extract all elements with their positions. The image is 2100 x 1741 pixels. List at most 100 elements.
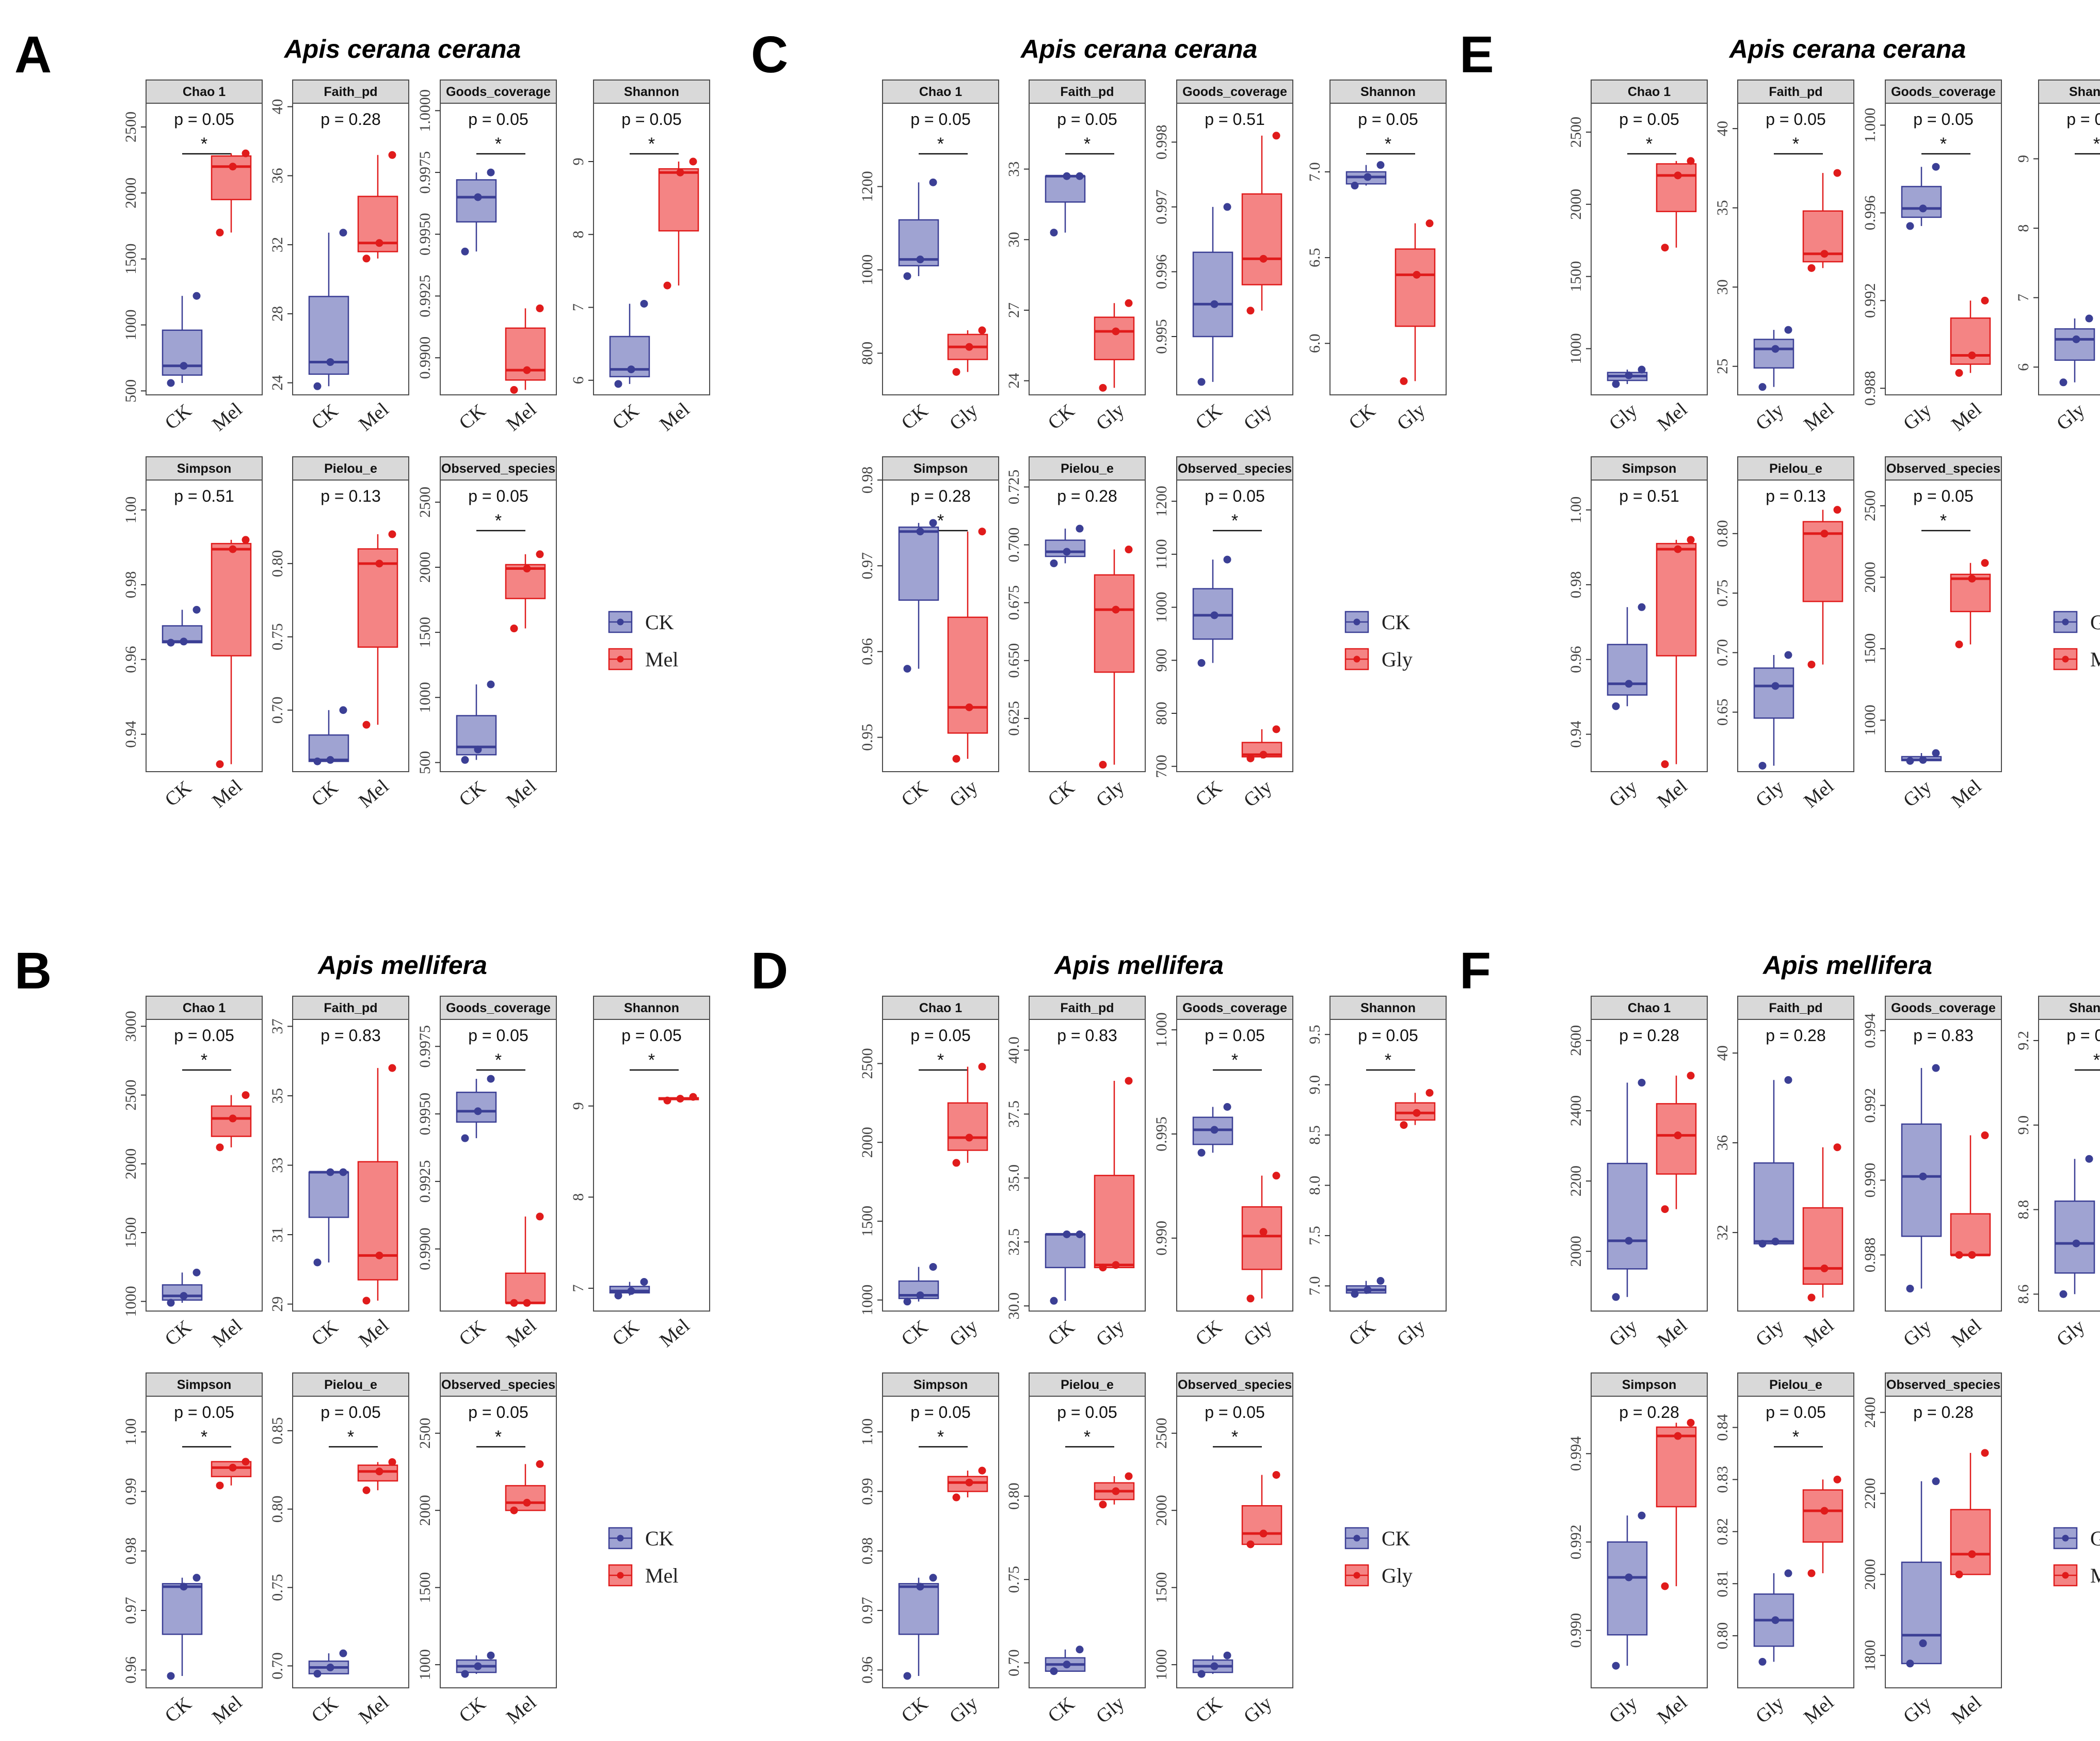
facet-title: Faith_pd [1060, 1001, 1114, 1015]
y-tick-label: 24 [269, 375, 286, 391]
data-point [216, 229, 224, 237]
data-point [1955, 1570, 1963, 1578]
significance-star: * [201, 1427, 207, 1447]
significance-star: * [937, 134, 944, 154]
data-point [1906, 222, 1914, 230]
data-point [1246, 1295, 1255, 1303]
data-point [326, 756, 334, 764]
data-point [510, 625, 518, 633]
significance-star: * [937, 511, 944, 531]
x-category-label: Gly [1240, 399, 1276, 435]
data-point [1968, 352, 1976, 360]
panel-letter: E [1460, 26, 1494, 84]
facet-simpson: Simpson 0.94 0.96 0.98 1.00 p = 0.51 CK Mel [122, 456, 263, 812]
p-value: p = 0.05 [1205, 1403, 1265, 1421]
y-tick-label: 0.98 [859, 1538, 876, 1565]
y-tick-label: 0.99 [122, 1478, 139, 1505]
y-tick-label: 2000 [1862, 562, 1879, 593]
data-point [375, 560, 383, 568]
data-point [242, 1091, 250, 1099]
y-tick-label: 1000 [416, 1649, 434, 1680]
data-point [167, 1299, 175, 1307]
data-point [1612, 380, 1620, 388]
data-point [510, 386, 518, 394]
data-point [242, 1458, 250, 1466]
y-tick-label: 0.97 [859, 552, 876, 580]
data-point [1099, 1500, 1107, 1509]
y-tick-label: 0.75 [269, 1574, 286, 1601]
legend-swatch-point [1353, 1535, 1360, 1542]
data-point [1820, 530, 1829, 538]
p-value: p = 0.83 [320, 1026, 381, 1045]
legend: CK Mel [608, 1527, 678, 1587]
y-tick-label: 0.80 [1714, 520, 1731, 548]
data-point [965, 343, 973, 351]
y-tick-label: 0.65 [1714, 698, 1731, 726]
data-point [1807, 1569, 1816, 1577]
box-mel [357, 1161, 398, 1281]
y-tick-label: 2400 [1567, 1095, 1584, 1126]
significance-star: * [1940, 134, 1947, 154]
data-point [536, 304, 544, 312]
data-point [1807, 264, 1816, 272]
facet-observed-species: Observed_species 1000 1500 2000 2500 p = 0.05… [1153, 1372, 1293, 1728]
box-gly [1094, 574, 1135, 673]
y-tick-label: 35.0 [1005, 1164, 1022, 1192]
facet-goods-coverage: Goods_coverage 0.988 0.992 0.996 1.000 p = 0.… [1862, 79, 2002, 436]
data-point [2085, 1155, 2093, 1163]
y-tick-label: 0.998 [1153, 125, 1170, 160]
facet-title: Shannon [2069, 85, 2100, 99]
data-point [1784, 1569, 1792, 1577]
x-category-label: Gly [1605, 1692, 1642, 1728]
facet-strip [1591, 996, 1708, 1020]
data-point [978, 326, 986, 334]
y-tick-label: 35 [269, 1088, 286, 1104]
y-tick-label: 30 [1005, 232, 1022, 247]
data-point [216, 1143, 224, 1152]
data-point [1968, 1251, 1976, 1259]
y-tick-label: 2000 [122, 178, 139, 209]
data-point [1932, 749, 1940, 757]
data-point [1758, 1240, 1767, 1248]
box-gly [947, 616, 988, 734]
data-point [1771, 682, 1780, 690]
x-category-label: Gly [2053, 399, 2089, 435]
data-point [929, 1574, 937, 1582]
data-point [523, 1498, 531, 1507]
facet-strip [146, 79, 263, 104]
x-category-label: Gly [1752, 1315, 1788, 1351]
significance-star: * [1940, 511, 1947, 531]
data-point [1612, 1293, 1620, 1301]
data-point [375, 1251, 383, 1259]
data-point [903, 272, 911, 280]
x-category-label: CK [1192, 400, 1227, 434]
legend-label: Gly [2090, 1527, 2100, 1550]
panel-letter: C [751, 26, 788, 84]
x-category-label: Mel [1653, 1691, 1691, 1729]
x-category-label: CK [161, 776, 196, 810]
data-point [929, 1263, 937, 1271]
x-category-label: Gly [1092, 776, 1129, 811]
facet-observed-species: Observed_species 500 1000 1500 2000 2500 p = 0… [416, 456, 557, 812]
p-value: p = 0.05 [621, 1026, 682, 1045]
data-point [229, 1114, 237, 1123]
p-value: p = 0.05 [174, 1026, 234, 1045]
p-value: p = 0.05 [174, 110, 234, 129]
facet-shannon: Shannon 7.0 7.5 8.0 8.5 9.0 9.5 p = 0.05 * CK Gly [1306, 996, 1447, 1351]
box-gly [1753, 667, 1794, 719]
facet-strip [1176, 1372, 1293, 1397]
facet-title: Shannon [624, 1001, 679, 1015]
data-point [1807, 660, 1816, 668]
x-category-label: Gly [945, 776, 982, 811]
facet-title: Simpson [913, 461, 968, 476]
y-tick-label: 1000 [416, 682, 434, 713]
x-category-label: Mel [1947, 775, 1985, 812]
y-tick-label: 8 [2015, 225, 2032, 232]
data-point [180, 637, 188, 646]
data-point [1771, 1616, 1780, 1624]
data-point [1413, 270, 1421, 279]
box-gly [1394, 248, 1436, 327]
facet-strip [1885, 456, 2002, 481]
p-value: p = 0.13 [320, 487, 381, 505]
